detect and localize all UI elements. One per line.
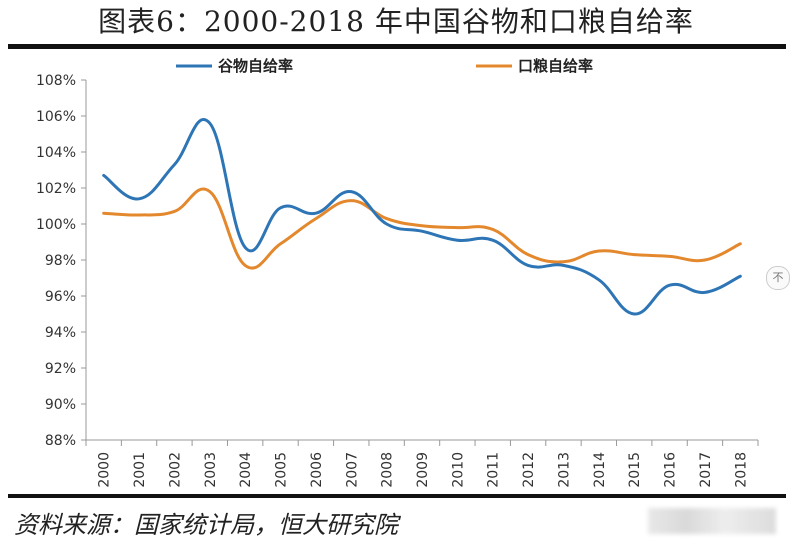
y-tick-label: 96% bbox=[45, 289, 76, 305]
axes bbox=[81, 79, 759, 446]
x-tick-label: 2013 bbox=[556, 452, 572, 488]
y-tick-label: 94% bbox=[45, 325, 76, 341]
y-tick-label: 106% bbox=[36, 109, 76, 125]
series-lines bbox=[102, 118, 742, 316]
y-tick-label: 92% bbox=[45, 361, 76, 377]
y-tick-labels: 88% 90% 92% 94% 96% 98% 100% 102% 104% 106% 108% bbox=[36, 73, 76, 449]
top-divider bbox=[8, 44, 786, 49]
blurred-watermark bbox=[648, 508, 776, 534]
x-tick-label: 2002 bbox=[167, 452, 183, 488]
chart-title: 图表6：2000-2018 年中国谷物和口粮自给率 bbox=[98, 5, 694, 38]
x-tick-label: 2007 bbox=[344, 452, 360, 488]
legend-label-2: 口粮自给率 bbox=[518, 57, 593, 75]
x-tick-label: 2001 bbox=[132, 452, 148, 488]
x-tick-label: 2000 bbox=[97, 452, 113, 488]
x-tick-labels: 2000 2001 2002 2003 2004 2005 2006 2007 2008 2009… bbox=[97, 452, 750, 488]
x-tick-label: 2010 bbox=[450, 452, 466, 488]
x-tick-label: 2017 bbox=[698, 452, 714, 488]
x-tick-label: 2009 bbox=[415, 452, 431, 488]
legend: 谷物自给率 口粮自给率 bbox=[176, 57, 593, 75]
x-tick-label: 2014 bbox=[592, 452, 608, 488]
y-tick-label: 102% bbox=[36, 181, 76, 197]
series-line-2 bbox=[102, 187, 742, 270]
x-tick-label: 2003 bbox=[203, 452, 219, 488]
bottom-divider bbox=[8, 494, 786, 498]
y-tick-label: 88% bbox=[45, 433, 76, 449]
x-tick-label: 2008 bbox=[380, 452, 396, 488]
legend-label-1: 谷物自给率 bbox=[218, 57, 293, 75]
y-tick-label: 104% bbox=[36, 145, 76, 161]
y-tick-label: 100% bbox=[36, 217, 76, 233]
x-tick-label: 2005 bbox=[274, 452, 290, 488]
x-tick-label: 2018 bbox=[733, 452, 749, 488]
y-tick-label: 108% bbox=[36, 73, 76, 89]
x-tick-label: 2011 bbox=[486, 452, 502, 488]
x-tick-label: 2016 bbox=[663, 452, 679, 488]
x-tick-label: 2004 bbox=[238, 452, 254, 488]
series-line-1 bbox=[102, 118, 742, 316]
y-tick-label: 98% bbox=[45, 253, 76, 269]
x-tick-label: 2006 bbox=[309, 452, 325, 488]
side-toggle-button[interactable]: 不 bbox=[766, 266, 790, 290]
x-tick-label: 2015 bbox=[627, 452, 643, 488]
x-tick-label: 2012 bbox=[521, 452, 537, 488]
source-note: 资料来源：国家统计局，恒大研究院 bbox=[14, 511, 398, 539]
y-tick-label: 90% bbox=[45, 397, 76, 413]
